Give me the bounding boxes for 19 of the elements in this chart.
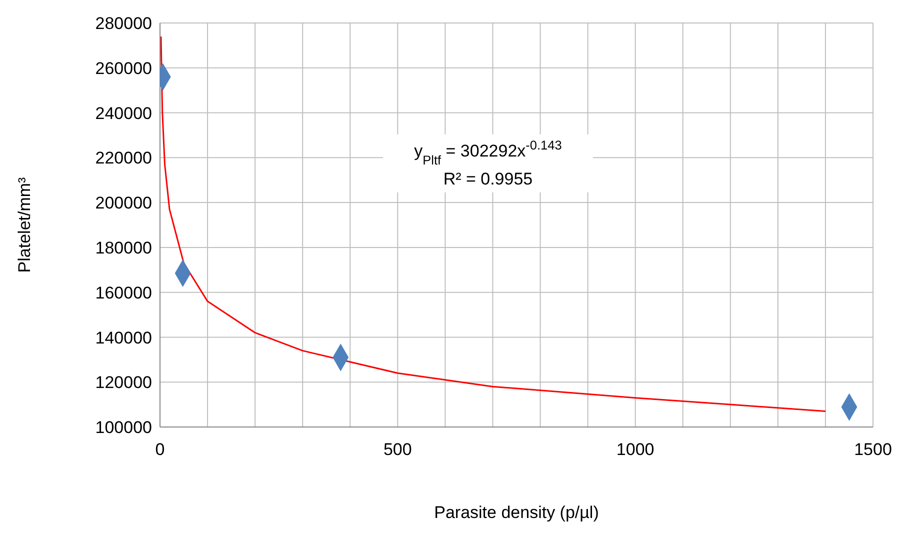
annotation: y$_{Pltf}$ = 302292x$^{-0.143}$ — [414, 136, 562, 167]
line-series — [160, 36, 826, 412]
y-tick-label: 220000 — [95, 148, 152, 168]
x-tick-label: 1000 — [616, 440, 654, 460]
y-tick-label: 240000 — [95, 104, 152, 123]
y-tick-label: 120000 — [95, 373, 152, 392]
y-tick-label: 160000 — [95, 283, 152, 302]
x-tick-label: 0 — [155, 440, 165, 460]
y-axis-title: Platelet/mm³ — [15, 176, 34, 273]
y-tick-label: 260000 — [95, 58, 152, 78]
y-tick-label: 200000 — [95, 194, 152, 213]
y-tick-label: 140000 — [95, 328, 152, 348]
y-tick-label: 100000 — [95, 418, 152, 438]
x-tick-label: 1500 — [854, 440, 892, 460]
y-tick-label: 180000 — [95, 238, 152, 258]
y-tick-label: 280000 — [95, 14, 152, 34]
annotation: R² = 0.9955 — [443, 169, 533, 188]
x-axis-title: Parasite density (p/µl) — [434, 503, 599, 522]
x-tick-label: 500 — [383, 440, 412, 460]
